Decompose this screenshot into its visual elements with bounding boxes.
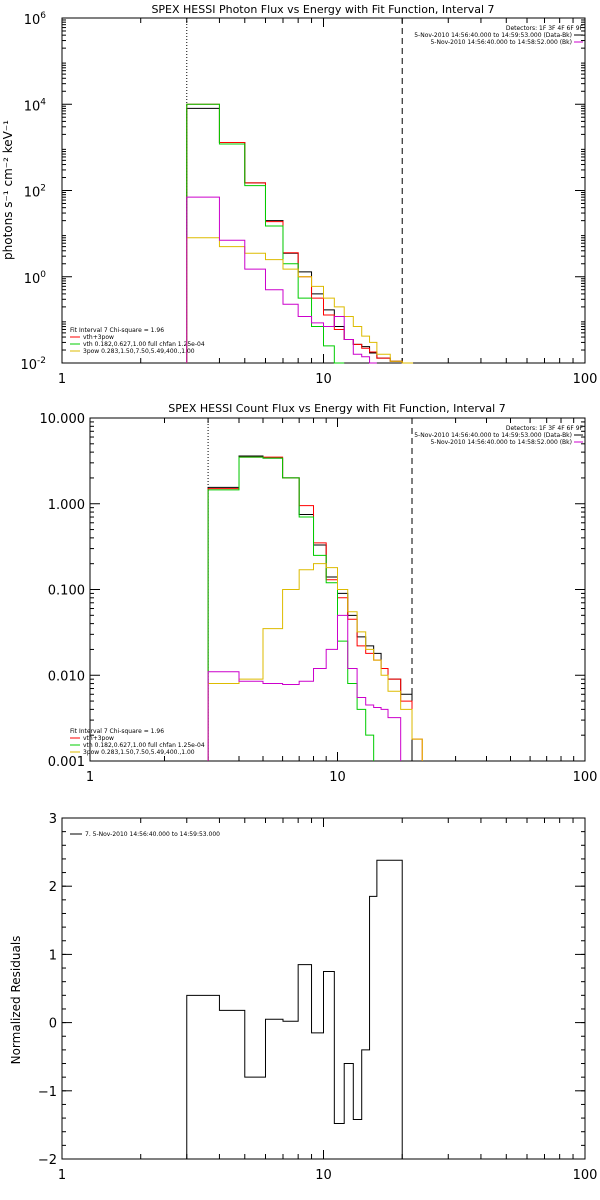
photon-y-tick-label: 106 (24, 11, 47, 28)
count-chart-title: SPEX HESSI Count Flux vs Energy with Fit… (168, 402, 505, 415)
photon-y-tick-label: 10-2 (20, 356, 46, 373)
count-y-tick-label: 0.001 (48, 755, 85, 770)
count-detectors-label: Detectors: 1F 3F 4F 6F 9F (506, 425, 584, 432)
residuals-x-tick-label: 1 (58, 1168, 66, 1183)
count-y-tick-label: 0.100 (48, 584, 85, 599)
residuals-panel: Normalized Residuals 7. 5-Nov-2010 14:56… (9, 812, 597, 1183)
residuals-y-tick-label: −2 (38, 1153, 57, 1168)
count-x-tick-label: 100 (573, 770, 598, 785)
residuals-y-tick-label: 2 (49, 880, 57, 895)
photon-flux-panel: SPEX HESSI Photon Flux vs Energy with Fi… (1, 3, 597, 387)
photon-legend-3pow: 3pow 0.283,1.50,7.50,5.49,400.,1.00 (83, 348, 195, 355)
photon-chart-title: SPEX HESSI Photon Flux vs Energy with Fi… (151, 3, 494, 16)
count-x-tick-label: 10 (329, 770, 346, 785)
residuals-x-tick-label: 100 (573, 1168, 598, 1183)
residuals-y-tick-label: 0 (49, 1017, 57, 1032)
photon-x-tick-label: 1 (58, 372, 66, 387)
residuals-y-tick-label: 3 (49, 812, 57, 827)
count-x-tick-label: 1 (86, 770, 94, 785)
residuals-legend-entry: 7. 5-Nov-2010 14:56:40.000 to 14:59:53.0… (85, 831, 220, 838)
count-vth-step-line (207, 456, 375, 761)
count-fit-total-step-line (207, 456, 423, 761)
count-legend-model: vth+3pow (83, 735, 114, 742)
residuals-y-tick-label: 1 (49, 948, 57, 963)
count-y-tick-label: 10.000 (40, 412, 86, 427)
photon-background-step-line (186, 196, 377, 364)
photon-y-axis-label: photons s⁻¹ cm⁻² keV⁻¹ (1, 120, 15, 260)
photon-detectors-label: Detectors: 1F 3F 4F 6F 9F (506, 25, 584, 32)
count-y-tick-label: 1.000 (48, 498, 85, 513)
photon-y-tick-label: 104 (24, 97, 47, 114)
photon-legend-header: Fit Interval 7 Chi-square = 1.96 (70, 327, 164, 334)
count-legend-3pow: 3pow 0.283,1.50,7.50,5.49,400.,1.00 (83, 749, 195, 756)
photon-legend-vth: vth 0.182,0.627,1.00 full chfan 1.25e-04 (83, 341, 205, 348)
residuals-y-axis-label: Normalized Residuals (9, 936, 23, 1065)
count-legend-header: Fit Interval 7 Chi-square = 1.96 (70, 728, 164, 735)
photon-3pow-step-line (186, 237, 414, 364)
photon-x-tick-label: 10 (315, 372, 332, 387)
count-data-minus-bk-step-line (207, 455, 413, 761)
photon-info-line-bk: 5-Nov-2010 14:56:40.000 to 14:58:52.000 … (430, 39, 572, 46)
residuals-y-tick-label: −1 (38, 1085, 57, 1100)
photon-fit-total-step-line (186, 103, 414, 364)
count-background-step-line (207, 614, 402, 761)
count-info-line-bk: 5-Nov-2010 14:56:40.000 to 14:58:52.000 … (430, 439, 572, 446)
residuals-x-tick-label: 10 (315, 1168, 332, 1183)
count-3pow-step-line (207, 563, 423, 761)
count-y-tick-label: 0.010 (48, 669, 85, 684)
count-legend-vth: vth 0.182,0.627,1.00 full chfan 1.25e-04 (83, 742, 205, 749)
photon-y-tick-label: 100 (24, 270, 47, 287)
photon-legend-model: vth+3pow (83, 334, 114, 341)
photon-info-line-data: 5-Nov-2010 14:56:40.000 to 14:59:53.000 … (414, 32, 572, 39)
count-flux-panel: SPEX HESSI Count Flux vs Energy with Fit… (40, 402, 598, 785)
count-info-line-data: 5-Nov-2010 14:56:40.000 to 14:59:53.000 … (414, 432, 572, 439)
residuals-step-line (186, 859, 403, 1159)
photon-vth-step-line (186, 103, 345, 364)
photon-y-tick-label: 102 (24, 184, 46, 201)
photon-x-tick-label: 100 (573, 372, 598, 387)
